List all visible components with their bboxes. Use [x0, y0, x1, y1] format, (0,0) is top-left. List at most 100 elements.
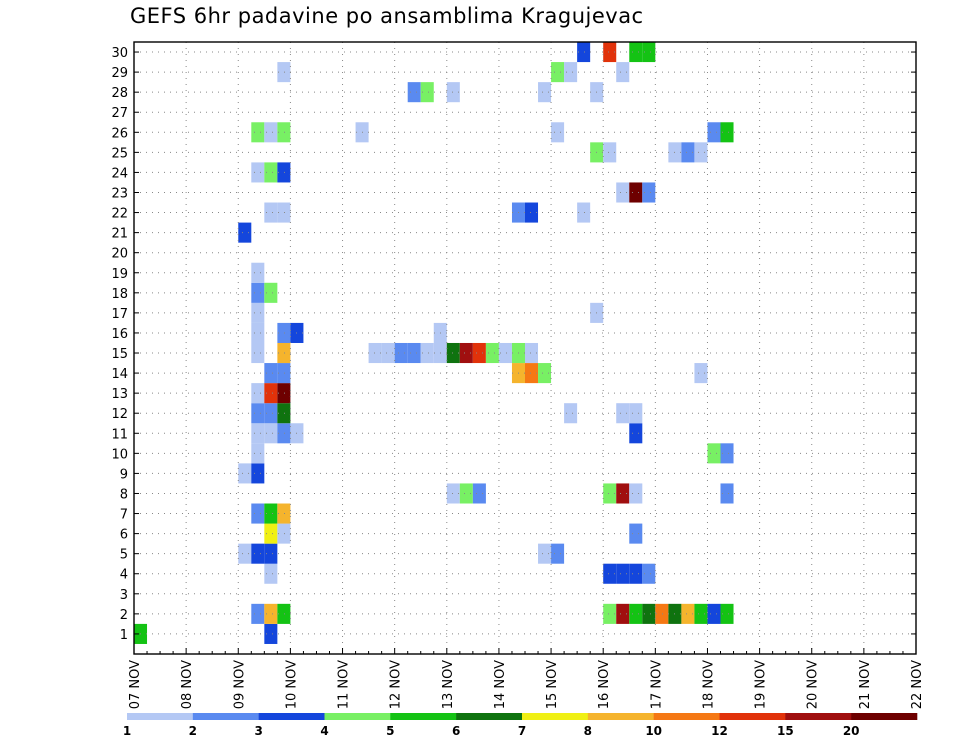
heatmap-cell	[277, 403, 291, 424]
y-axis-ticks: 1234567891011121314151617181920212223242…	[111, 46, 916, 643]
x-tick-label: 15 NOV	[545, 660, 560, 709]
heatmap-cell	[251, 403, 265, 424]
x-tick-label: 10 NOV	[284, 660, 299, 709]
legend-label: 3	[254, 724, 262, 738]
heatmap-cell	[459, 342, 473, 364]
heatmap-cell	[264, 503, 278, 524]
y-tick-label: 20	[111, 247, 128, 262]
heatmap-cell	[264, 202, 278, 223]
legend-color-swatch	[390, 713, 457, 720]
heatmap-cell	[264, 563, 278, 584]
heatmap-cell	[525, 363, 539, 384]
heatmap-cell	[642, 563, 656, 584]
legend-label: 20	[843, 724, 860, 738]
heatmap-cells	[134, 42, 734, 644]
heatmap-cell	[525, 342, 539, 364]
legend-color-swatch	[324, 713, 391, 720]
heatmap-cell	[629, 563, 643, 584]
chart-title: GEFS 6hr padavine po ansamblima Kragujev…	[130, 4, 644, 28]
y-tick-label: 28	[111, 86, 128, 101]
heatmap-cell	[498, 342, 512, 364]
heatmap-cell	[277, 363, 291, 384]
x-tick-label: 11 NOV	[337, 660, 352, 709]
heatmap-cell	[277, 603, 291, 624]
heatmap-cell	[707, 603, 721, 624]
legend-label: 1	[123, 724, 131, 738]
y-tick-label: 18	[111, 287, 128, 302]
heatmap-cell	[251, 423, 265, 444]
y-tick-label: 9	[120, 467, 128, 482]
heatmap-cell	[238, 543, 252, 564]
heatmap-cell	[538, 363, 552, 384]
heatmap-cell	[446, 82, 460, 103]
heatmap-cell	[264, 543, 278, 564]
heatmap-cell	[277, 202, 291, 223]
heatmap-cell	[642, 182, 656, 203]
x-axis-ticks: 07 NOV 08 NOV 09 NOV 10 NOV 11 NOV 12 NOV 13 N…	[128, 648, 925, 709]
y-tick-label: 8	[120, 487, 128, 502]
x-tick-label: 09 NOV	[232, 660, 247, 709]
heatmap-cell	[551, 122, 565, 143]
y-tick-label: 4	[120, 568, 128, 583]
legend-color-swatch	[785, 713, 852, 720]
legend-color-swatch	[522, 713, 589, 720]
heatmap-cell	[564, 62, 578, 83]
heatmap-cell	[251, 603, 265, 624]
heatmap-cell	[394, 342, 408, 364]
heatmap-cell	[277, 423, 291, 444]
heatmap-cell	[277, 503, 291, 524]
heatmap-cell	[264, 603, 278, 624]
heatmap-cell	[407, 82, 421, 103]
y-tick-label: 1	[120, 628, 128, 643]
heatmap-cell	[603, 42, 617, 63]
y-tick-label: 26	[111, 126, 128, 141]
y-tick-label: 16	[111, 327, 128, 342]
heatmap-cell	[251, 322, 265, 343]
heatmap-cell	[629, 603, 643, 624]
legend-label: 6	[452, 724, 460, 738]
heatmap-cell	[238, 222, 252, 243]
legend-label: 10	[645, 724, 662, 738]
x-tick-label: 07 NOV	[128, 660, 143, 709]
heatmap-cell	[642, 42, 656, 63]
heatmap-cell	[277, 342, 291, 364]
y-tick-label: 2	[120, 608, 128, 623]
heatmap-cell	[538, 543, 552, 564]
legend-label: 5	[386, 724, 394, 738]
heatmap-cell	[525, 202, 539, 223]
heatmap-cell	[472, 483, 486, 504]
x-tick-label: 08 NOV	[180, 660, 195, 709]
x-tick-label: 17 NOV	[649, 660, 664, 709]
y-tick-label: 17	[111, 307, 128, 322]
heatmap-cell	[264, 383, 278, 404]
heatmap-cell	[459, 483, 473, 504]
heatmap-cell	[251, 383, 265, 404]
heatmap-cell	[381, 342, 395, 364]
heatmap-cell	[564, 403, 578, 424]
y-tick-label: 25	[111, 146, 128, 161]
heatmap-cell	[629, 423, 643, 444]
heatmap-cell	[277, 62, 291, 83]
heatmap-cell	[616, 563, 630, 584]
heatmap-cell	[251, 122, 265, 143]
x-tick-label: 12 NOV	[389, 660, 404, 709]
heatmap-cell	[264, 623, 278, 644]
heatmap-cell	[446, 342, 460, 364]
heatmap-cell	[538, 82, 552, 103]
y-tick-label: 7	[120, 508, 128, 523]
heatmap-cell	[238, 463, 252, 484]
heatmap-cell	[681, 142, 695, 163]
y-tick-label: 24	[111, 166, 128, 181]
y-tick-label: 23	[111, 186, 128, 201]
heatmap-cell	[720, 483, 734, 504]
y-tick-label: 29	[111, 66, 128, 81]
heatmap-cell	[264, 282, 278, 303]
legend-label: 2	[189, 724, 197, 738]
heatmap-cell	[277, 523, 291, 544]
heatmap-cell	[603, 563, 617, 584]
heatmap-cell	[616, 603, 630, 624]
heatmap-cell	[407, 342, 421, 364]
legend-label: 15	[777, 724, 794, 738]
heatmap-cell	[577, 42, 591, 63]
legend-color-swatch	[127, 713, 194, 720]
